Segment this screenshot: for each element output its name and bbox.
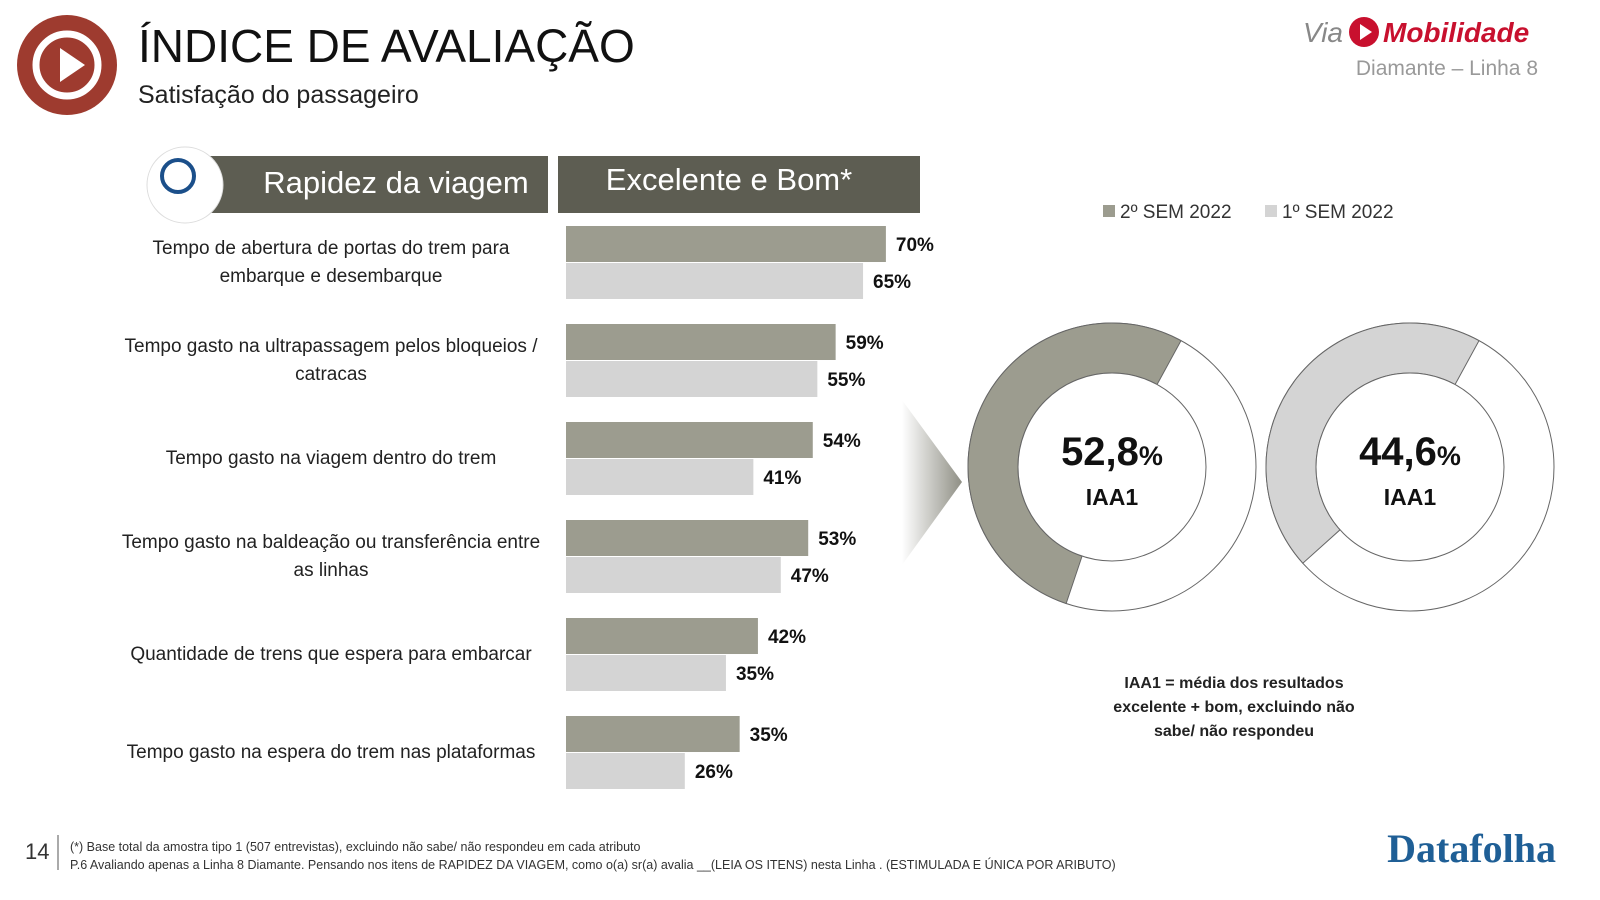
category-label: Quantidade de trens que espera para emba… — [130, 643, 532, 665]
legend-label: 2º SEM 2022 — [1120, 202, 1232, 223]
value-label: 53% — [818, 529, 856, 550]
value-label: 70% — [896, 235, 934, 256]
donut-value: 44,6% — [1359, 430, 1461, 474]
value-label: 47% — [791, 566, 829, 587]
donut-value-number: 52,8 — [1061, 430, 1139, 474]
bar — [566, 557, 781, 593]
bar — [566, 324, 836, 360]
bar — [566, 618, 758, 654]
page-number: 14 — [25, 839, 49, 864]
bar — [566, 422, 813, 458]
bar — [566, 226, 886, 262]
donut-value-unit: % — [1139, 441, 1163, 471]
category-label: Tempo de abertura de portas do trem para… — [152, 237, 510, 287]
donut-label: IAA1 — [1086, 484, 1139, 510]
footnote: P.6 Avaliando apenas a Linha 8 Diamante.… — [70, 857, 1116, 872]
section-title: Rapidez da viagem — [263, 165, 528, 200]
brand: Datafolha — [1387, 826, 1556, 871]
bar — [566, 361, 818, 397]
value-label: 35% — [736, 664, 774, 685]
value-label: 35% — [750, 725, 788, 746]
title: ÍNDICE DE AVALIAÇÃO — [138, 20, 635, 72]
donut-hole — [1017, 372, 1207, 562]
bar — [566, 716, 740, 752]
bar — [566, 520, 809, 556]
donut-label: IAA1 — [1384, 484, 1437, 510]
donut-value-unit: % — [1437, 441, 1461, 471]
footnote: (*) Base total da amostra tipo 1 (507 en… — [70, 840, 641, 854]
section-icon-clock — [160, 158, 196, 194]
chart-title: Excelente e Bom* — [606, 162, 852, 197]
logo-via: Via — [1303, 17, 1343, 48]
header-icon-ring — [32, 30, 102, 100]
value-label: 42% — [768, 627, 806, 648]
line-name: Diamante – Linha 8 — [1356, 57, 1538, 80]
value-label: 26% — [695, 762, 733, 783]
annotation: IAA1 = média dos resultados excelente + … — [1113, 675, 1355, 740]
bar — [566, 655, 726, 691]
donut-value: 52,8% — [1061, 430, 1163, 474]
bar — [566, 263, 864, 299]
legend-swatch — [1103, 205, 1115, 217]
value-label: 59% — [846, 333, 884, 354]
bar — [566, 459, 754, 495]
category-label: Tempo gasto na viagem dentro do trem — [165, 447, 497, 469]
value-label: 55% — [827, 370, 865, 391]
donut-value-number: 44,6 — [1359, 430, 1437, 474]
legend-label: 1º SEM 2022 — [1282, 202, 1394, 223]
section-band — [210, 156, 548, 213]
donut-hole — [1315, 372, 1505, 562]
category-label: Tempo gasto na baldeação ou transferênci… — [121, 531, 541, 581]
category-label: Tempo gasto na ultrapassagem pelos bloqu… — [124, 335, 538, 385]
section-icon — [146, 146, 224, 224]
value-label: 54% — [823, 431, 861, 452]
chart-title-band — [558, 156, 920, 213]
category-label: Tempo gasto na espera do trem nas plataf… — [126, 741, 536, 763]
header-icon-play — [60, 48, 85, 82]
arrow — [902, 400, 962, 565]
logo-play — [1360, 24, 1372, 40]
value-label: 65% — [873, 272, 911, 293]
logo-mobilidade: Mobilidade — [1383, 17, 1529, 48]
bar — [566, 753, 685, 789]
value-label: 41% — [763, 468, 801, 489]
subtitle: Satisfação do passageiro — [138, 81, 419, 109]
legend-swatch — [1265, 205, 1277, 217]
